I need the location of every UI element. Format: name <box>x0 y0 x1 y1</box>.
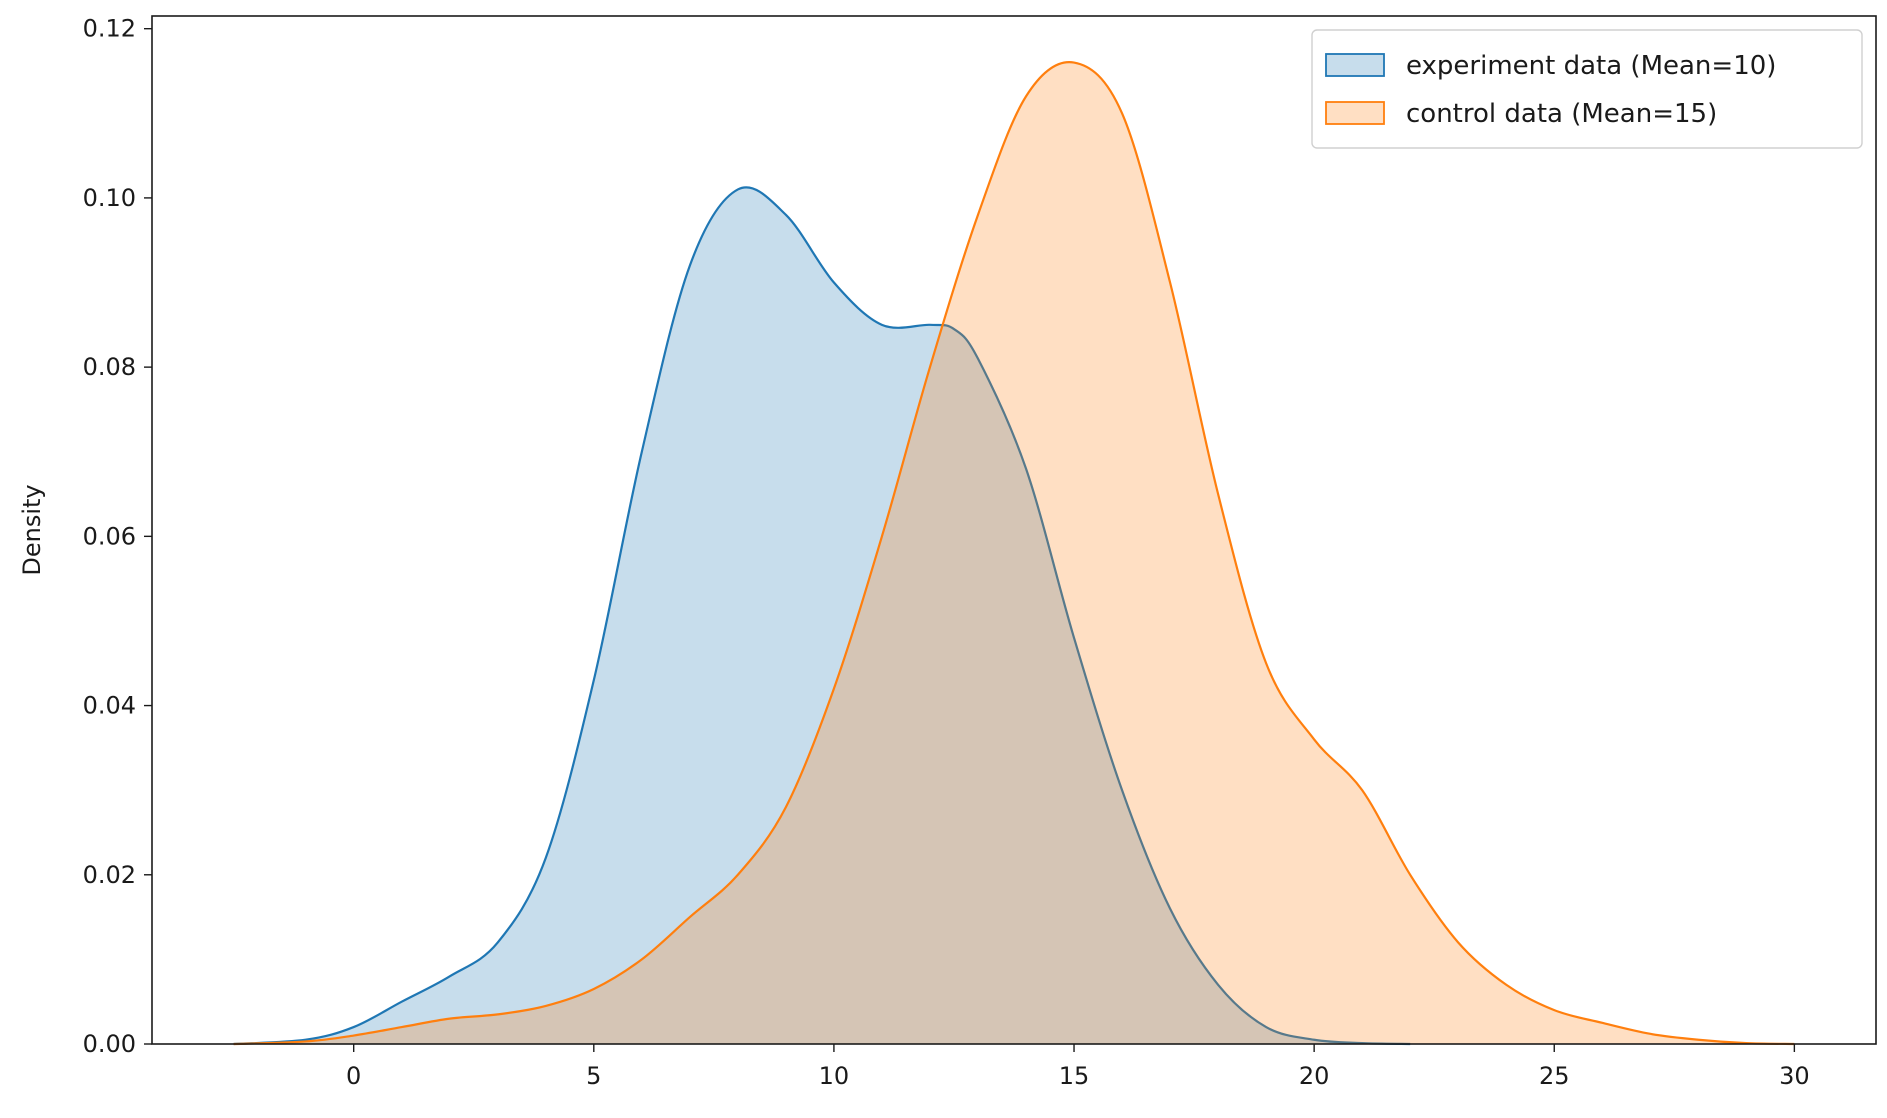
legend-swatch <box>1325 101 1385 125</box>
series-1-line <box>233 61 1795 1046</box>
legend-box <box>1311 29 1863 149</box>
y-tick-label: 0.08 <box>83 353 136 381</box>
legend-label: experiment data (Mean=10) <box>1406 51 1776 81</box>
x-tick-label: 5 <box>586 1062 601 1090</box>
y-tick-label: 0.10 <box>83 184 136 212</box>
y-axis-ticks: 0.00 0.02 0.04 0.06 0.08 0.10 0.12 <box>83 15 152 1058</box>
x-tick-label: 0 <box>346 1062 361 1090</box>
x-tick-label: 20 <box>1299 1062 1330 1090</box>
series-0-line <box>233 186 1411 1046</box>
y-tick-label: 0.00 <box>83 1030 136 1058</box>
x-tick-label: 25 <box>1539 1062 1570 1090</box>
series-0-area <box>233 187 1411 1044</box>
legend: experiment data (Mean=10) control data (M… <box>1311 29 1863 149</box>
series-layer <box>233 61 1795 1046</box>
y-tick-label: 0.06 <box>83 522 136 550</box>
series-1-area <box>233 62 1795 1044</box>
y-tick-label: 0.02 <box>83 861 136 889</box>
x-tick-label: 15 <box>1059 1062 1090 1090</box>
legend-label: control data (Mean=15) <box>1406 99 1717 129</box>
legend-swatch <box>1325 53 1385 77</box>
plot-frame <box>151 15 1877 1045</box>
y-tick-label: 0.12 <box>83 15 136 43</box>
y-tick-label: 0.04 <box>83 692 136 720</box>
x-axis-ticks: 0 5 10 15 20 25 30 <box>346 1044 1810 1090</box>
x-tick-label: 30 <box>1779 1062 1810 1090</box>
x-tick-label: 10 <box>819 1062 850 1090</box>
y-axis-title: Density <box>18 484 46 575</box>
